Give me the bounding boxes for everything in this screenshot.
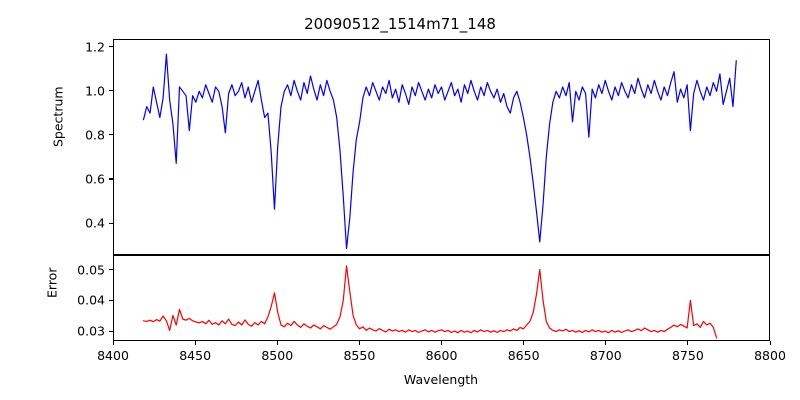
spectrum-y-tick-label-1.2: 1.2 xyxy=(85,39,105,55)
error-y-tick-mark-0.03 xyxy=(109,330,113,332)
spectrum-plot-panel xyxy=(113,39,770,255)
x-tick-label-8500: 8500 xyxy=(261,348,294,363)
x-tick-mark-8750 xyxy=(687,341,689,345)
wavelength-axis-label: Wavelength xyxy=(403,372,479,387)
x-tick-mark-8800 xyxy=(769,341,771,345)
error-y-tick-label-0.04: 0.04 xyxy=(77,292,105,308)
x-tick-mark-8450 xyxy=(194,341,196,345)
error-y-tick-label-0.03: 0.03 xyxy=(77,323,105,339)
x-tick-label-8550: 8550 xyxy=(343,348,376,363)
x-tick-label-8600: 8600 xyxy=(425,348,458,363)
spectrum-polyline xyxy=(143,54,736,248)
spectrum-y-tick-label-1: 1.0 xyxy=(85,83,105,99)
x-tick-label-8650: 8650 xyxy=(507,348,540,363)
x-tick-label-8750: 8750 xyxy=(671,348,704,363)
x-tick-mark-8650 xyxy=(523,341,525,345)
spectrum-y-tick-label-0.6: 0.6 xyxy=(85,171,105,187)
x-tick-label-8400: 8400 xyxy=(97,348,129,363)
error-y-tick-mark-0.05 xyxy=(109,269,113,271)
spectrum-y-tick-mark-1 xyxy=(109,90,113,92)
x-tick-mark-8400 xyxy=(112,341,114,345)
x-tick-label-8700: 8700 xyxy=(589,348,622,363)
spectrum-axis-label-text: Spectrum xyxy=(50,86,66,147)
error-polyline xyxy=(143,266,716,338)
x-tick-mark-8700 xyxy=(605,341,607,345)
x-tick-mark-8600 xyxy=(441,341,443,345)
x-tick-mark-8550 xyxy=(358,341,360,345)
spectrum-y-tick-mark-0.6 xyxy=(109,178,113,180)
figure-title: 20090512_1514m71_148 xyxy=(304,15,496,33)
error-line-series xyxy=(114,256,769,340)
spectrum-line-series xyxy=(114,40,769,254)
error-y-tick-mark-0.04 xyxy=(109,299,113,302)
spectrum-y-tick-mark-0.4 xyxy=(109,222,113,224)
error-plot-panel xyxy=(113,255,770,341)
spectrum-y-tick-label-0.8: 0.8 xyxy=(85,127,105,143)
spectrum-y-tick-mark-1.2 xyxy=(109,46,113,48)
error-y-tick-label-0.05: 0.05 xyxy=(77,262,105,278)
x-tick-mark-8500 xyxy=(276,341,278,345)
spectrum-y-tick-mark-0.8 xyxy=(109,134,113,136)
x-tick-label-8450: 8450 xyxy=(179,348,212,363)
x-tick-label-8800: 8800 xyxy=(754,348,786,363)
spectrum-y-tick-label-0.4: 0.4 xyxy=(85,215,105,231)
error-axis-label-text: Error xyxy=(44,267,60,298)
